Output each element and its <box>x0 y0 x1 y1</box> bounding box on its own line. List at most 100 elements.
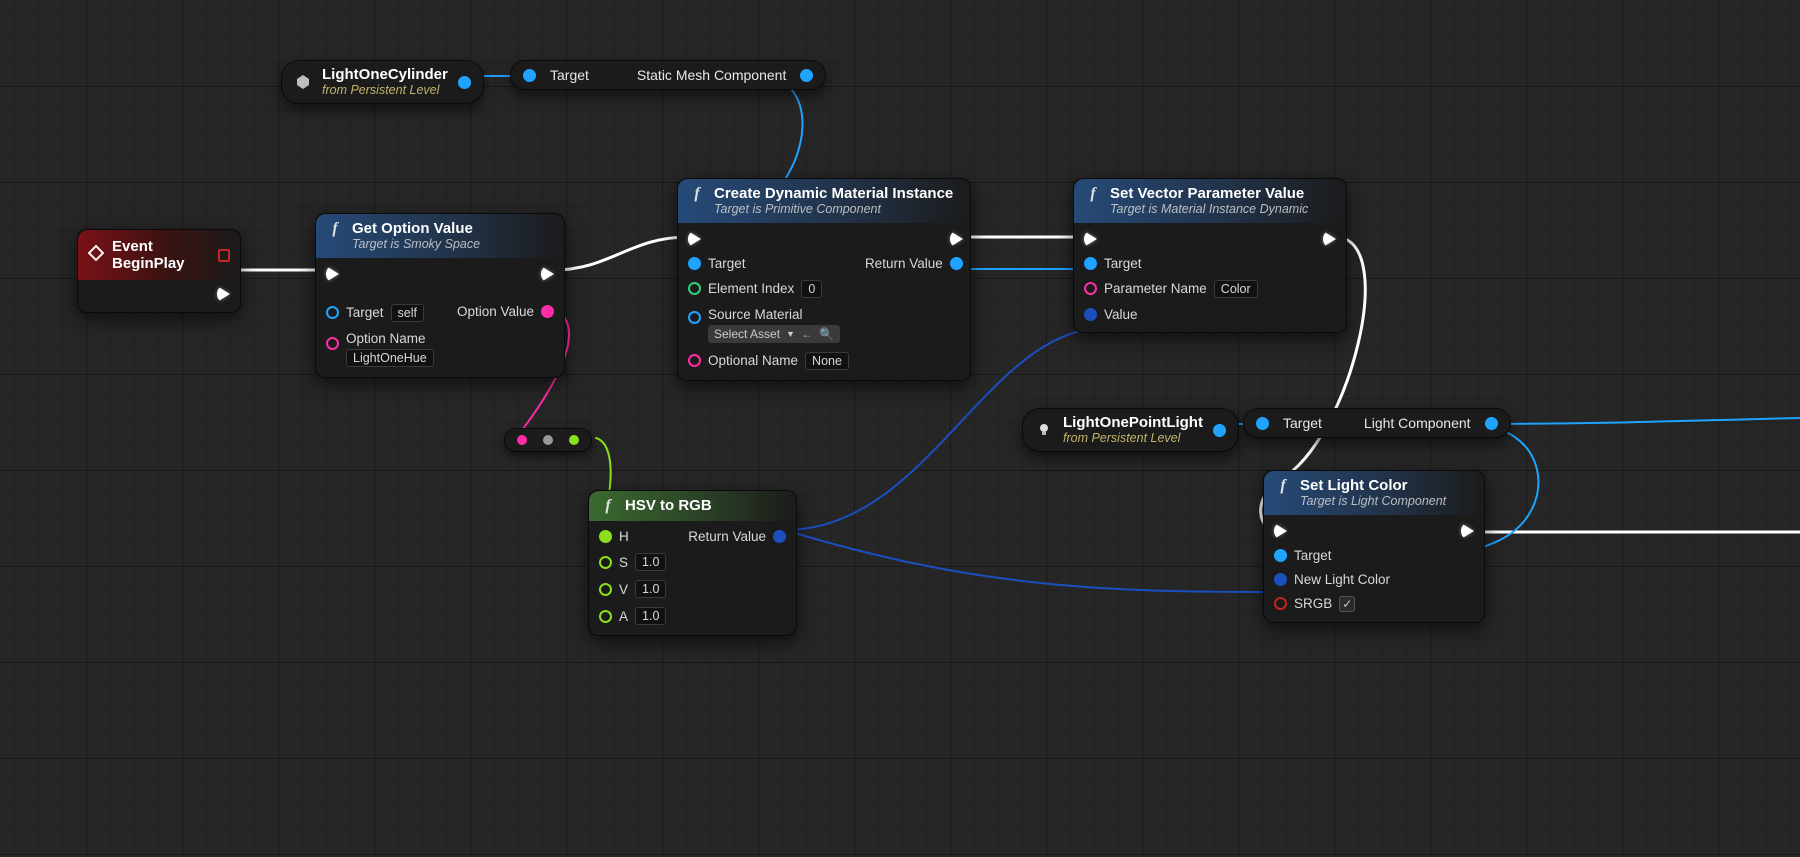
pin-label: Element Index <box>708 281 794 296</box>
target-pin[interactable]: Target <box>1084 256 1258 271</box>
v-pin[interactable]: V 1.0 <box>599 580 666 598</box>
event-icon <box>88 245 104 266</box>
pin-label: V <box>619 582 628 597</box>
pin-label: Optional Name <box>708 353 798 368</box>
parameter-name-value[interactable]: Color <box>1214 280 1258 298</box>
node-title: HSV to RGB <box>625 497 712 514</box>
option-name-pin[interactable]: Option Name LightOneHue <box>326 331 434 367</box>
exec-out-pin[interactable] <box>950 231 963 247</box>
optional-name-value[interactable]: None <box>805 352 849 370</box>
target-pin[interactable]: Target <box>688 256 849 271</box>
node-lightcomponent[interactable]: Target Light Component <box>1243 408 1511 438</box>
a-value[interactable]: 1.0 <box>635 607 666 625</box>
exec-out-pin[interactable] <box>217 286 230 302</box>
node-header: f HSV to RGB <box>589 491 796 521</box>
source-material-pin[interactable]: Source Material Select Asset ▼ ← 🔍 <box>688 307 849 343</box>
pin-label: New Light Color <box>1294 572 1390 587</box>
exec-in-pin[interactable] <box>1084 231 1258 247</box>
option-value-pin[interactable]: Option Value <box>457 304 554 319</box>
node-header: f Set Light Color Target is Light Compon… <box>1264 471 1484 515</box>
pin-label: Source Material <box>708 307 840 322</box>
exec-out-pin[interactable] <box>1461 523 1474 539</box>
function-icon: f <box>326 220 344 238</box>
node-create-dmi[interactable]: f Create Dynamic Material Instance Targe… <box>677 178 971 381</box>
node-set-light-color[interactable]: f Set Light Color Target is Light Compon… <box>1263 470 1485 623</box>
s-pin[interactable]: S 1.0 <box>599 553 666 571</box>
delegate-pin[interactable] <box>218 249 230 262</box>
blueprint-grid[interactable] <box>0 0 1800 857</box>
exec-in-pin[interactable] <box>326 266 434 282</box>
element-index-value[interactable]: 0 <box>801 280 822 298</box>
pin-label: Target <box>708 256 746 271</box>
node-event-beginplay[interactable]: Event BeginPlay <box>77 229 241 313</box>
exec-in-pin[interactable] <box>688 231 849 247</box>
a-pin[interactable]: A 1.0 <box>599 607 666 625</box>
srgb-pin[interactable]: SRGB ✓ <box>1274 596 1390 612</box>
option-name-value[interactable]: LightOneHue <box>346 349 434 367</box>
parameter-name-pin[interactable]: Parameter Name Color <box>1084 280 1258 298</box>
node-title: Set Light Color <box>1300 477 1446 494</box>
chevron-down-icon: ▼ <box>786 329 795 339</box>
node-header: Event BeginPlay <box>78 230 240 280</box>
node-subtitle: Target is Primitive Component <box>714 202 953 216</box>
function-icon: f <box>1274 477 1292 495</box>
node-hsv-to-rgb[interactable]: f HSV to RGB H S 1.0 V 1.0 A 1.0 <box>588 490 797 636</box>
output-pin[interactable] <box>458 76 471 89</box>
reroute-mid <box>543 435 553 445</box>
value-pin[interactable]: Value <box>1084 307 1258 322</box>
reroute-out[interactable] <box>569 435 579 445</box>
s-value[interactable]: 1.0 <box>635 553 666 571</box>
return-value-pin[interactable]: Return Value <box>865 256 963 271</box>
srgb-checkbox[interactable]: ✓ <box>1339 596 1355 612</box>
optional-name-pin[interactable]: Optional Name None <box>688 352 849 370</box>
actor-icon <box>294 73 312 91</box>
function-icon: f <box>599 497 617 515</box>
target-pin[interactable] <box>523 69 536 82</box>
node-get-option-value[interactable]: f Get Option Value Target is Smoky Space… <box>315 213 565 378</box>
output-label: Light Component <box>1364 415 1471 431</box>
v-value[interactable]: 1.0 <box>635 580 666 598</box>
target-label: Target <box>1283 415 1322 431</box>
pin-label: SRGB <box>1294 596 1332 611</box>
target-pin[interactable] <box>1256 417 1269 430</box>
element-index-pin[interactable]: Element Index 0 <box>688 280 849 298</box>
pin-label: Target <box>346 305 384 320</box>
target-pin[interactable]: Target <box>1274 548 1390 563</box>
var-lightonecylinder[interactable]: LightOneCylinder from Persistent Level <box>281 60 484 104</box>
var-title: LightOneCylinder <box>322 67 448 84</box>
light-icon <box>1035 421 1053 439</box>
node-set-vector-param[interactable]: f Set Vector Parameter Value Target is M… <box>1073 178 1347 333</box>
node-header: f Create Dynamic Material Instance Targe… <box>678 179 970 223</box>
pin-label: S <box>619 555 628 570</box>
exec-in-pin[interactable] <box>1274 523 1390 539</box>
node-staticmeshcomponent[interactable]: Target Static Mesh Component <box>510 60 826 90</box>
pin-label: Target <box>1104 256 1142 271</box>
function-icon: f <box>688 185 706 203</box>
pin-label: Value <box>1104 307 1138 322</box>
pin-label: Target <box>1294 548 1332 563</box>
pin-label: Return Value <box>688 529 766 544</box>
pin-label: H <box>619 529 629 544</box>
exec-out-pin[interactable] <box>541 266 554 282</box>
reroute-in[interactable] <box>517 435 527 445</box>
node-title: Get Option Value <box>352 220 480 237</box>
node-header: f Get Option Value Target is Smoky Space <box>316 214 564 258</box>
exec-out-pin[interactable] <box>1323 231 1336 247</box>
output-pin[interactable] <box>1213 424 1226 437</box>
output-pin[interactable] <box>800 69 813 82</box>
browse-back-icon[interactable]: ← <box>801 327 813 341</box>
output-label: Static Mesh Component <box>637 67 786 83</box>
browse-icon[interactable]: 🔍 <box>819 327 834 341</box>
var-lightonepointlight[interactable]: LightOnePointLight from Persistent Level <box>1022 408 1239 452</box>
output-pin[interactable] <box>1485 417 1498 430</box>
node-title: Set Vector Parameter Value <box>1110 185 1308 202</box>
target-label: Target <box>550 67 589 83</box>
h-pin[interactable]: H <box>599 529 666 544</box>
target-pin[interactable]: Target self <box>326 304 434 322</box>
node-reroute[interactable] <box>504 428 592 452</box>
return-value-pin[interactable]: Return Value <box>688 529 786 544</box>
target-default[interactable]: self <box>391 304 424 322</box>
asset-picker[interactable]: Select Asset ▼ ← 🔍 <box>708 325 840 343</box>
var-subtitle: from Persistent Level <box>1063 432 1203 446</box>
new-light-color-pin[interactable]: New Light Color <box>1274 572 1390 587</box>
